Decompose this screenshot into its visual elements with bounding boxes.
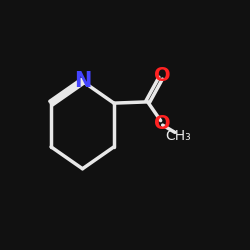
Text: O: O xyxy=(154,66,170,84)
Text: N: N xyxy=(74,71,91,91)
Text: CH₃: CH₃ xyxy=(165,130,191,143)
Text: O: O xyxy=(154,114,170,133)
